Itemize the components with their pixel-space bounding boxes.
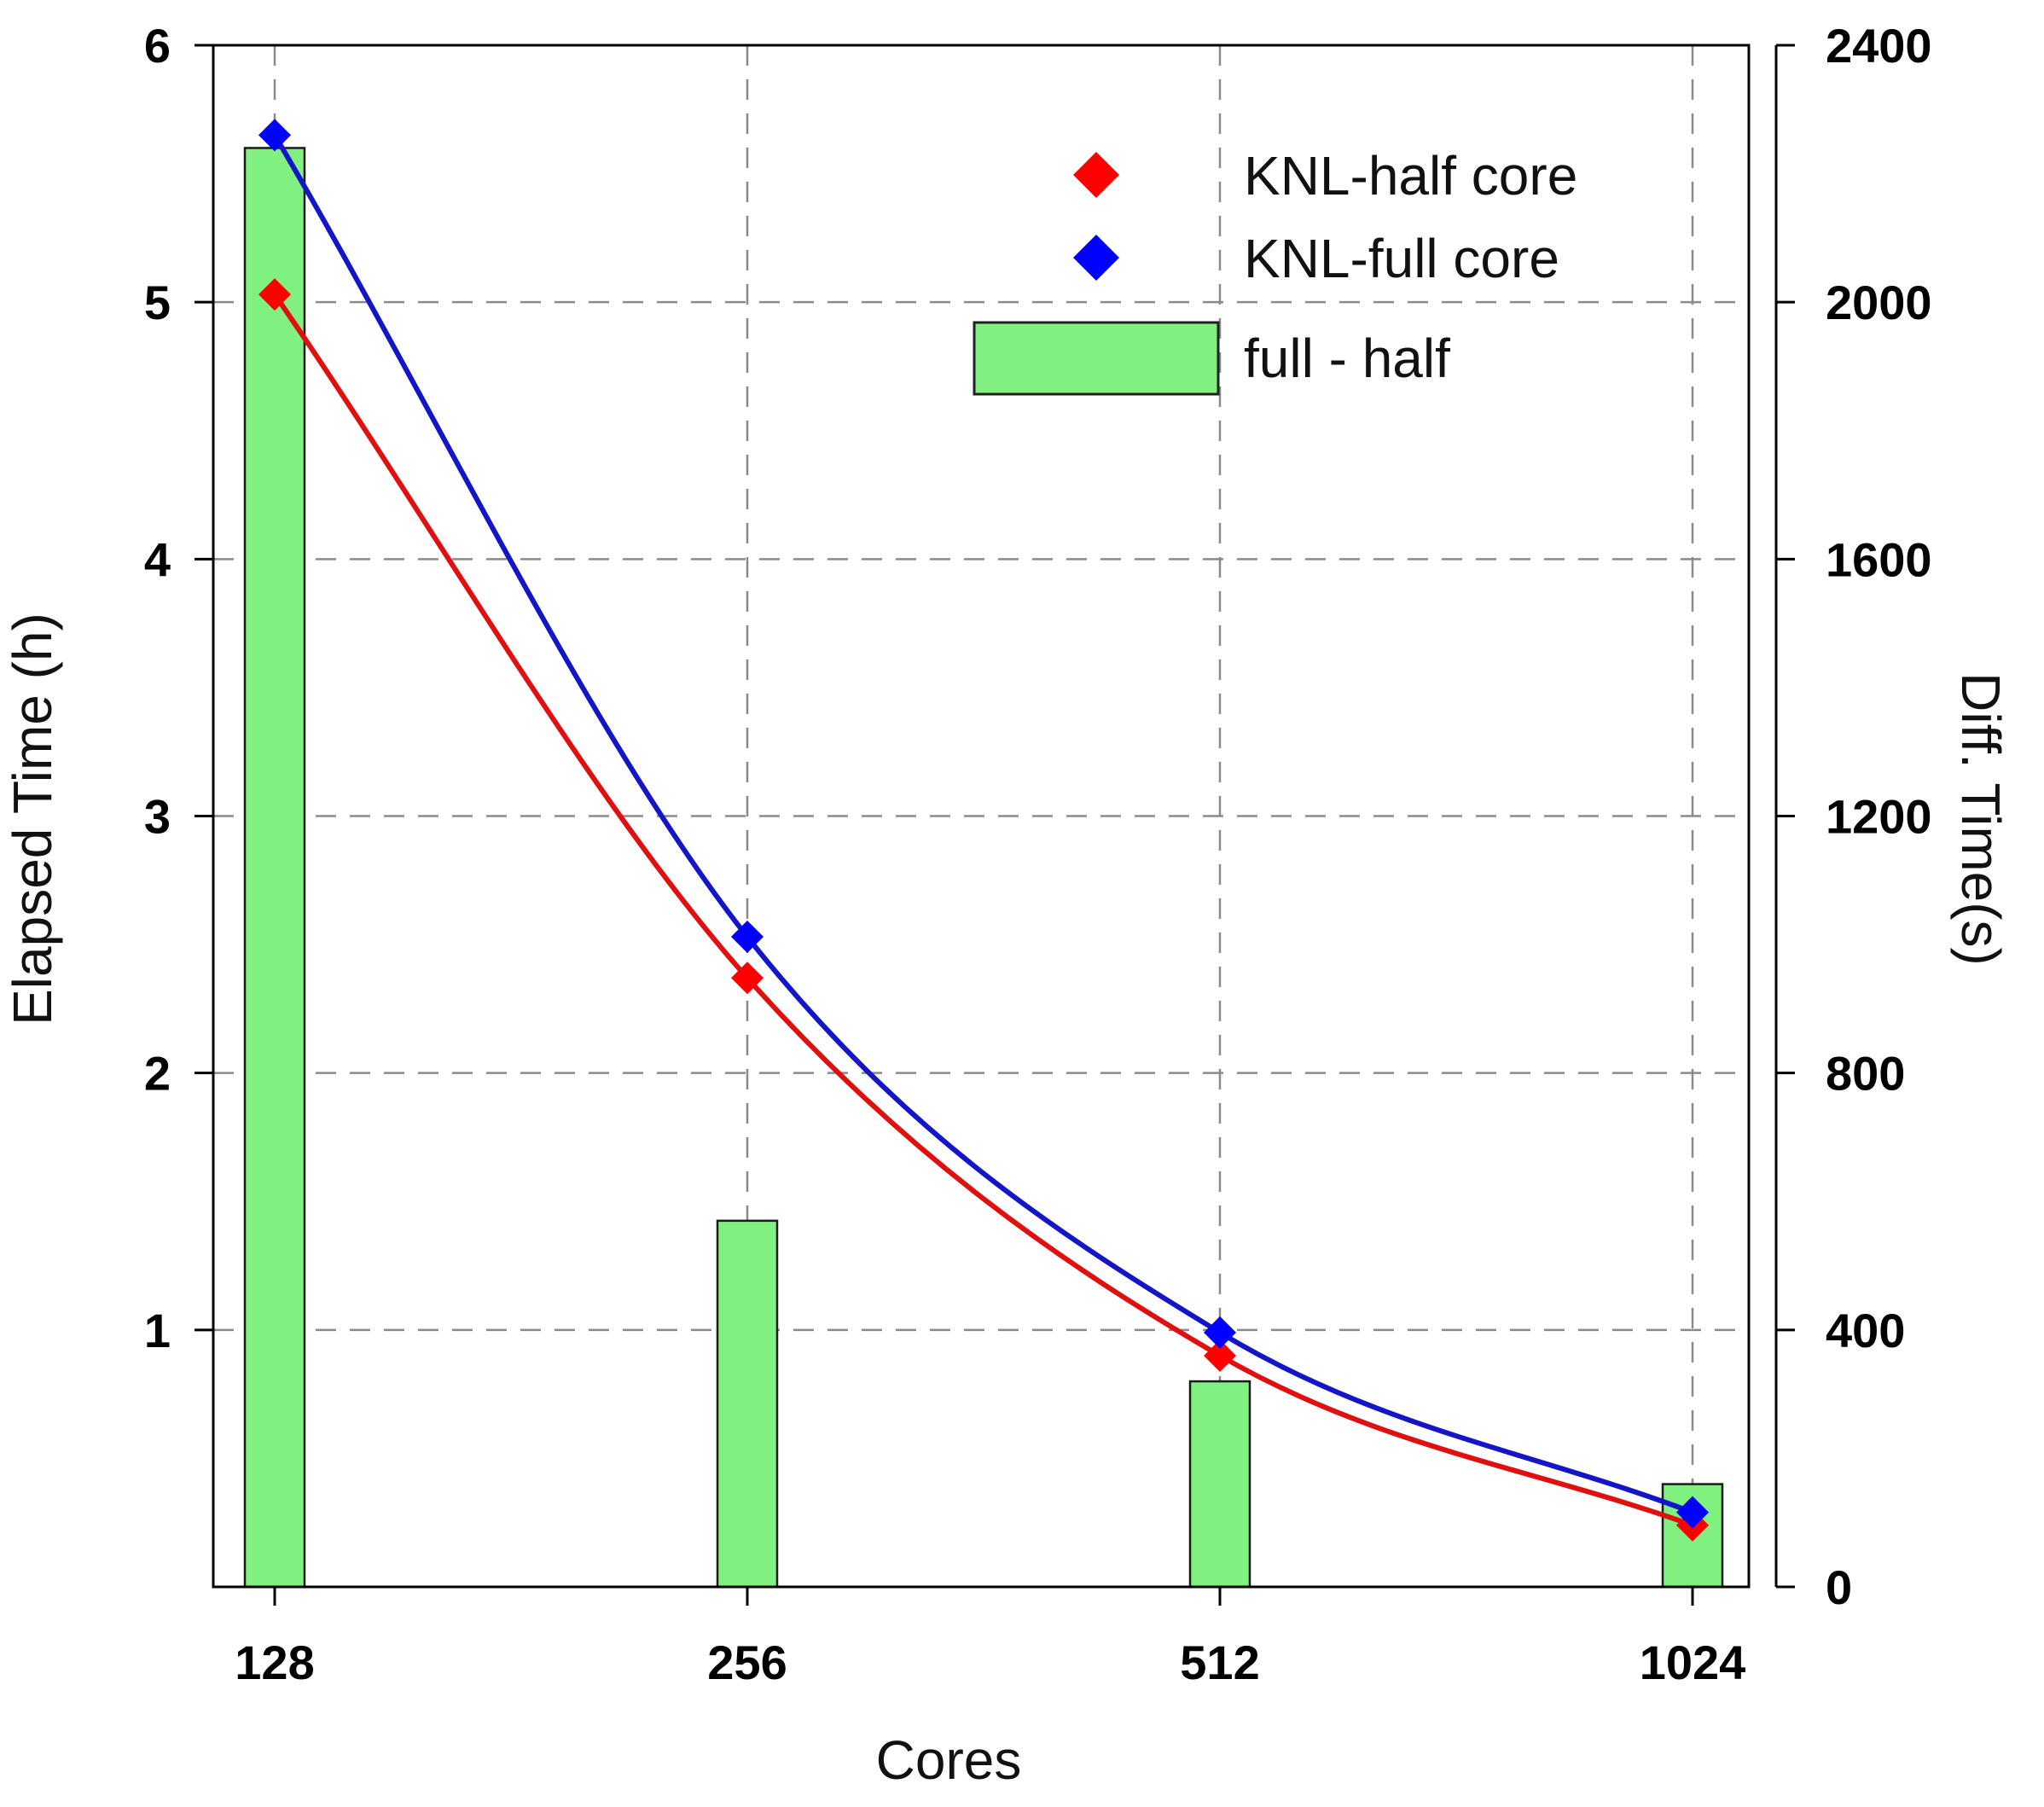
tick-label-left: 2: [144, 1047, 171, 1101]
tick-label-left: 1: [144, 1304, 171, 1357]
marker-knl-full-core: [731, 921, 764, 954]
legend-label-full-minus-half: full - half: [1244, 328, 1450, 389]
tick-label-left: 6: [144, 19, 171, 73]
marker-knl-half-core: [1204, 1339, 1236, 1372]
marker-knl-full-core: [258, 119, 291, 152]
tick-label-x: 1024: [1640, 1636, 1746, 1689]
bars-full-minus-half: [243, 147, 1724, 1589]
marker-knl-half-core: [731, 962, 764, 995]
tick-label-x: 256: [707, 1636, 787, 1689]
legend-swatch-full-minus-half: [973, 321, 1220, 396]
x-axis-title: Cores: [876, 1729, 1022, 1791]
tick-label-x: 128: [235, 1636, 314, 1689]
tick-labels: 1 2 3 4 5 6 0 400 800 1200 1600 2000 2400 128 256 512 10…: [144, 19, 1932, 1689]
marker-knl-full-core: [1204, 1316, 1236, 1349]
axis-ticks: [195, 44, 1795, 1606]
tick-label-left: 3: [144, 790, 171, 844]
tick-label-right: 800: [1826, 1047, 1905, 1101]
legend-label-knl-half: KNL-half core: [1244, 145, 1577, 206]
tick-label-right: 0: [1826, 1560, 1852, 1614]
marker-knl-half-core: [258, 278, 291, 311]
line-knl-half-core: [272, 293, 1694, 1528]
line-knl-full-core: [272, 133, 1694, 1515]
legend: KNL-half core KNL-full core full - half: [973, 145, 1577, 396]
legend-label-knl-full: KNL-full core: [1244, 228, 1559, 289]
bar: [1188, 1380, 1251, 1589]
tick-label-right: 400: [1826, 1304, 1905, 1357]
marker-knl-full-core: [1676, 1496, 1709, 1529]
series-lines: [272, 133, 1694, 1528]
tick-label-left: 5: [144, 276, 171, 329]
tick-label-x: 512: [1180, 1636, 1259, 1689]
tick-label-right: 2000: [1826, 276, 1932, 329]
y-axis-right-title: Diff. Time(s): [1950, 672, 2012, 966]
legend-marker-knl-half: [1073, 152, 1119, 198]
bar: [243, 147, 306, 1589]
bar: [716, 1219, 779, 1589]
y-axis-left-title: Elapsed Time (h): [2, 613, 63, 1026]
tick-label-right: 1600: [1826, 532, 1932, 586]
tick-label-left: 4: [144, 532, 171, 586]
series-markers: [258, 119, 1709, 1542]
tick-label-right: 1200: [1826, 790, 1932, 844]
legend-marker-knl-full: [1073, 235, 1119, 281]
tick-label-right: 2400: [1826, 19, 1932, 73]
